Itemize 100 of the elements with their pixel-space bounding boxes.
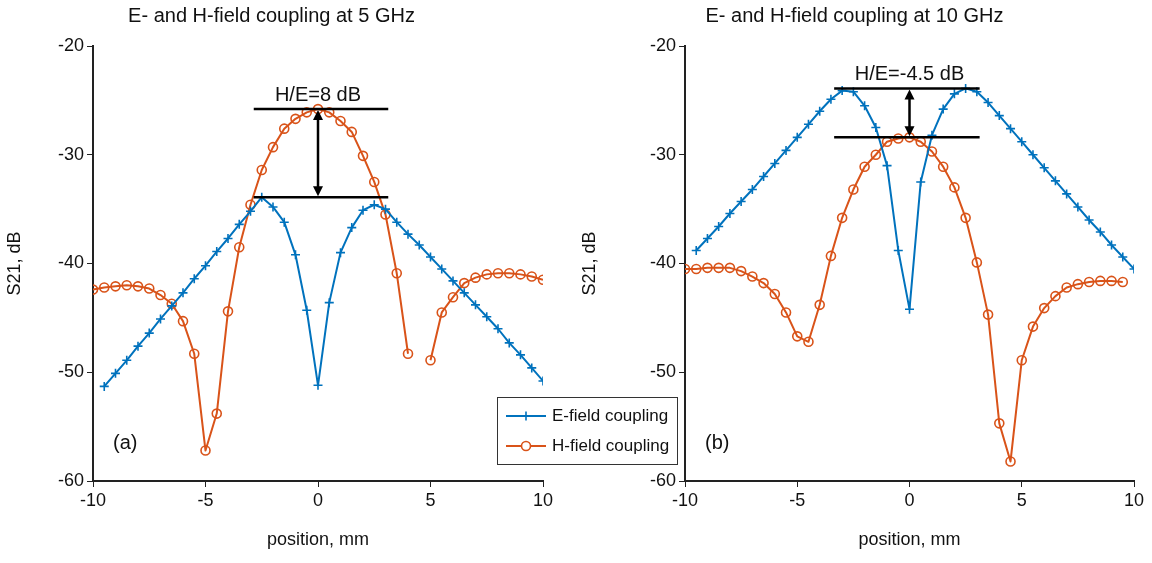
point (949, 182, 960, 193)
legend-label: H-field coupling (552, 436, 670, 456)
y-tick-label: -50 (57, 361, 84, 382)
point (267, 141, 279, 153)
point (870, 149, 882, 161)
y-tick-label: -20 (649, 34, 676, 55)
point (713, 262, 724, 274)
x-tick-label: 10 (1123, 489, 1145, 510)
point (492, 267, 504, 279)
point (301, 304, 313, 316)
point (368, 199, 380, 211)
y-tick-label: -60 (57, 469, 84, 490)
x-tick-label: 0 (312, 489, 324, 510)
point (132, 281, 144, 292)
point (278, 123, 290, 134)
point (1072, 278, 1084, 290)
point (357, 204, 369, 216)
point (391, 216, 403, 228)
point (492, 323, 504, 335)
point (960, 212, 971, 224)
point (155, 289, 166, 301)
point (245, 199, 256, 211)
point (143, 283, 155, 294)
legend-label: E-field coupling (552, 406, 669, 426)
point (425, 354, 436, 366)
point (848, 184, 859, 195)
point (758, 277, 769, 289)
annotation: H/E=8 dB (274, 83, 362, 106)
point (859, 161, 870, 173)
point (121, 354, 133, 366)
point (447, 291, 459, 303)
point (132, 340, 144, 352)
x-tick-label: -5 (789, 489, 806, 510)
point (515, 269, 526, 280)
x-axis-title: position, mm (858, 529, 961, 550)
point (526, 271, 538, 282)
point (425, 251, 436, 263)
point (481, 311, 493, 323)
point (1005, 456, 1016, 467)
y-tick-label: -30 (57, 143, 84, 164)
point (1027, 149, 1039, 161)
point (200, 445, 211, 456)
point (769, 288, 781, 300)
point (346, 126, 358, 138)
point (335, 115, 346, 127)
point (1072, 201, 1084, 213)
point (503, 267, 515, 279)
point (177, 287, 189, 299)
point (1117, 251, 1129, 263)
point (402, 228, 414, 240)
point (1106, 275, 1117, 287)
point (211, 408, 223, 419)
point (747, 271, 758, 282)
point (1061, 282, 1072, 293)
x-tick-label: -10 (671, 489, 699, 510)
point (402, 348, 414, 360)
point (825, 250, 837, 262)
point (267, 201, 279, 213)
point (825, 93, 837, 105)
point (814, 299, 825, 311)
point (413, 239, 425, 251)
point (892, 133, 904, 144)
x-tick-label: -10 (79, 489, 107, 510)
y-tick-label: -20 (57, 34, 84, 55)
point (526, 362, 538, 374)
y-tick-label: -40 (649, 252, 676, 273)
point (1016, 354, 1028, 366)
point (143, 327, 155, 339)
point (188, 273, 200, 285)
point (323, 107, 335, 118)
point (836, 212, 848, 224)
point (436, 307, 448, 318)
point (312, 103, 324, 115)
point (233, 241, 245, 253)
y-tick-label: -30 (649, 143, 676, 164)
point (278, 216, 290, 228)
point (937, 161, 949, 173)
point (503, 337, 515, 349)
point (481, 269, 493, 280)
point (1083, 214, 1095, 226)
point (780, 307, 792, 318)
point (915, 176, 927, 188)
x-axis-title: position, mm (266, 529, 370, 550)
point (814, 105, 825, 117)
point (458, 277, 470, 289)
x-tick-label: 10 (532, 489, 554, 510)
point (121, 279, 133, 291)
x-tick-label: 5 (1016, 489, 1027, 510)
point (256, 164, 268, 176)
point (1095, 275, 1106, 287)
point (926, 129, 938, 141)
point (447, 275, 459, 287)
point (735, 265, 747, 277)
point (110, 281, 121, 292)
point (222, 306, 234, 317)
point (1016, 136, 1028, 147)
point (926, 146, 938, 157)
point (690, 263, 702, 275)
point (368, 176, 380, 188)
point (1038, 302, 1050, 314)
